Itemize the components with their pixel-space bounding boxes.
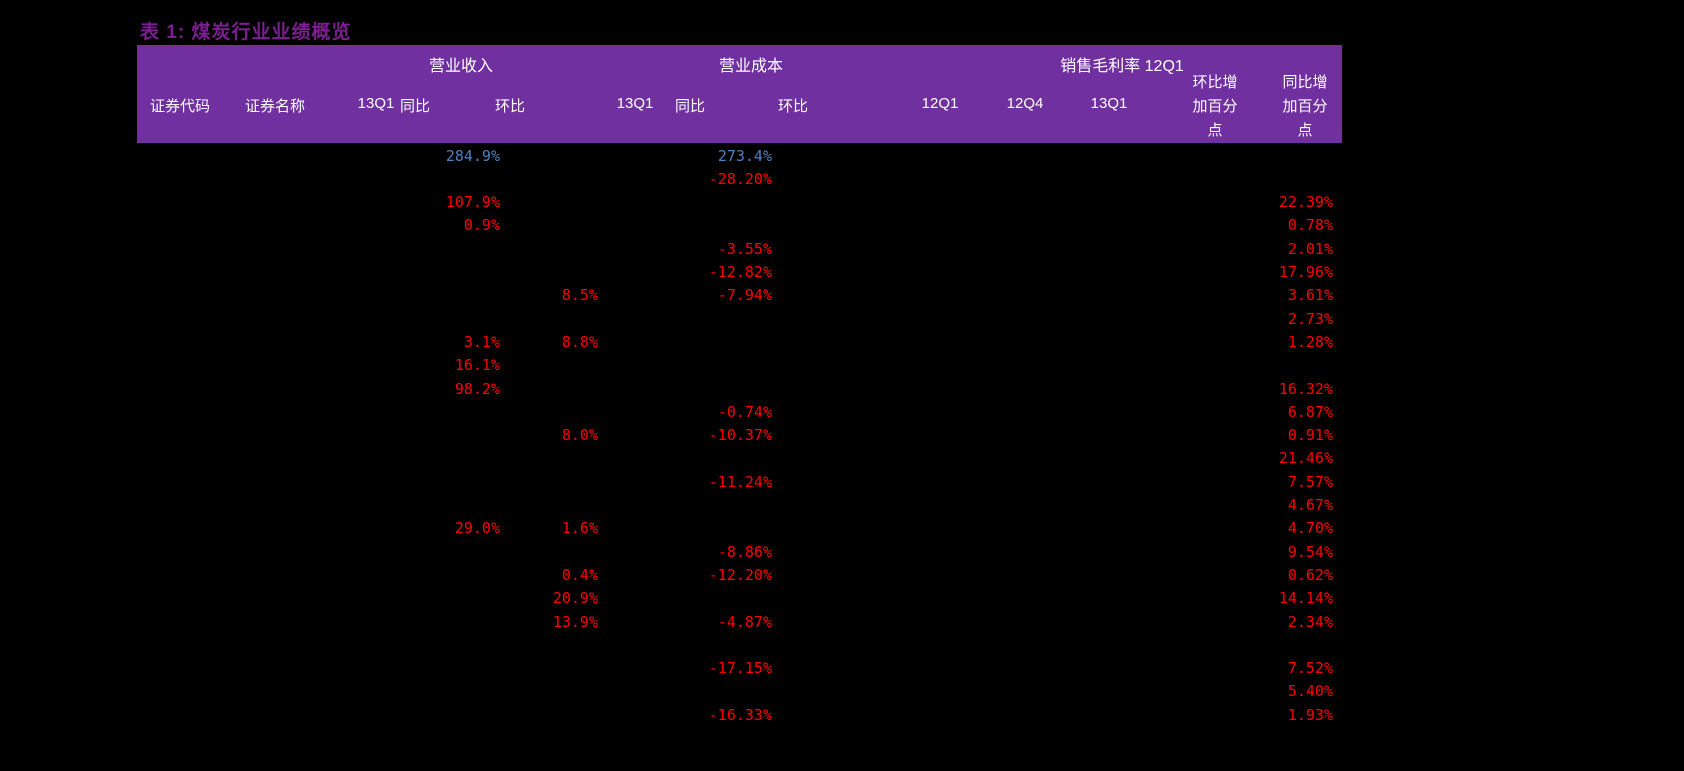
table-cell: -7.94% (717, 286, 772, 305)
table-row: -12.82% 17.96% (0, 261, 1684, 284)
table-cell: -4.87% (717, 612, 772, 631)
table-cell: 17.96% (1278, 263, 1333, 281)
table-row: 8.0% -10.37% 0.91% (0, 424, 1684, 447)
column-header-rev-qoq: 环比 (494, 98, 526, 115)
table-cell: 8.8% (561, 332, 598, 351)
table-row: 0.4% -12.20% 0.62% (0, 564, 1684, 587)
column-header-gm-qoq-pp: 环比增加百分点 (1192, 74, 1238, 139)
table-cell: 107.9% (445, 193, 500, 212)
table-cell: -3.55% (717, 239, 772, 258)
table-row: 107.9% 22.39% (0, 191, 1684, 214)
table-row: -16.33% 1.93% (0, 704, 1684, 727)
table-cell: 0.9% (463, 216, 500, 235)
table-row: 16.1% (0, 354, 1684, 377)
table-cell: 3.1% (463, 332, 500, 351)
column-header-cost-13q1: 13Q1 (616, 95, 654, 112)
table-cell: 284.9% (445, 146, 500, 165)
table-row: 13.9% -4.87% 2.34% (0, 611, 1684, 634)
table-cell: 0.78% (1287, 216, 1333, 235)
table-cell: -12.82% (708, 263, 772, 281)
table-row: 98.2% 16.32% (0, 378, 1684, 401)
table-cell: -17.15% (708, 659, 772, 678)
table-cell: -0.74% (717, 402, 772, 421)
table-cell: 2.34% (1287, 612, 1333, 631)
table-cell: 5.40% (1287, 682, 1333, 701)
table-header: 营业收入 营业成本 销售毛利率 12Q1 证券代码 证券名称 13Q1 同比 环… (137, 45, 1342, 143)
table-cell: 29.0% (454, 519, 500, 538)
table-row: 3.1% 8.8% 1.28% (0, 331, 1684, 354)
table-cell: 2.73% (1287, 309, 1333, 328)
column-header-rev-yoy: 同比 (399, 98, 431, 115)
table-cell: 0.4% (561, 565, 598, 584)
table-row: 4.67% (0, 494, 1684, 517)
table-cell: 1.6% (561, 519, 598, 538)
table-row (0, 634, 1684, 657)
table-row: -17.15% 7.52% (0, 657, 1684, 680)
table-cell: 16.32% (1278, 379, 1333, 398)
table-cell: 20.9% (552, 589, 598, 608)
table-row: -8.86% 9.54% (0, 541, 1684, 564)
table-cell: 7.57% (1287, 472, 1333, 491)
table-cell: -8.86% (717, 542, 772, 561)
table-title: 表 1: 煤炭行业业绩概览 (140, 22, 352, 43)
table-cell: 2.01% (1287, 239, 1333, 258)
table-cell: 8.5% (561, 286, 598, 305)
table-row: 8.5% -7.94% 3.61% (0, 284, 1684, 307)
table-row: -11.24% 7.57% (0, 471, 1684, 494)
table-cell: 273.4% (717, 146, 772, 165)
table-row: 21.46% (0, 447, 1684, 470)
table-cell: 13.9% (552, 612, 598, 631)
table-cell: 1.28% (1287, 332, 1333, 351)
column-header-cost-yoy: 同比 (674, 98, 706, 115)
table-cell: 8.0% (561, 426, 598, 445)
table-cell: 7.52% (1287, 659, 1333, 678)
group-header-cost: 营业成本 (718, 58, 784, 75)
column-header-gm-13q1: 13Q1 (1090, 95, 1128, 112)
table-cell: 21.46% (1278, 449, 1333, 468)
group-header-gross-margin: 销售毛利率 12Q1 (1060, 58, 1184, 75)
table-row: -3.55% 2.01% (0, 238, 1684, 261)
table-cell: 4.67% (1287, 496, 1333, 514)
table-cell: 0.91% (1287, 426, 1333, 445)
table-row: 5.40% (0, 680, 1684, 703)
table-row: -28.20% (0, 168, 1684, 191)
table-cell: 3.61% (1287, 286, 1333, 305)
table-row: 284.9% 273.4% (0, 145, 1684, 168)
table-row: 2.73% (0, 308, 1684, 331)
column-header-security-code: 证券代码 (149, 98, 211, 115)
table-cell: 4.70% (1287, 519, 1333, 538)
table-cell: 6.87% (1287, 402, 1333, 421)
table-row: 0.9% 0.78% (0, 214, 1684, 237)
table-cell: 14.14% (1278, 589, 1333, 608)
table-row: -0.74% 6.87% (0, 401, 1684, 424)
table-cell: 0.62% (1287, 565, 1333, 584)
column-header-gm-12q1: 12Q1 (921, 95, 959, 112)
table-cell: -28.20% (708, 169, 772, 188)
table-cell: -10.37% (708, 426, 772, 445)
table-cell: -16.33% (708, 705, 772, 724)
table-row: 29.0% 1.6% 4.70% (0, 517, 1684, 540)
group-header-revenue: 营业收入 (428, 58, 494, 75)
column-header-gm-12q4: 12Q4 (1006, 95, 1044, 112)
table-cell: -11.24% (708, 472, 772, 491)
table-cell: 16.1% (454, 356, 500, 375)
table-cell: -12.20% (708, 565, 772, 584)
table-row: 20.9% 14.14% (0, 587, 1684, 610)
column-header-security-name: 证券名称 (244, 98, 306, 115)
table-cell: 1.93% (1287, 705, 1333, 724)
table-cell: 22.39% (1278, 193, 1333, 212)
column-header-cost-qoq: 环比 (777, 98, 809, 115)
table-cell: 9.54% (1287, 542, 1333, 561)
column-header-rev-13q1: 13Q1 (357, 95, 395, 112)
column-header-gm-yoy-pp: 同比增加百分点 (1282, 74, 1328, 139)
table-cell: 98.2% (454, 379, 500, 398)
